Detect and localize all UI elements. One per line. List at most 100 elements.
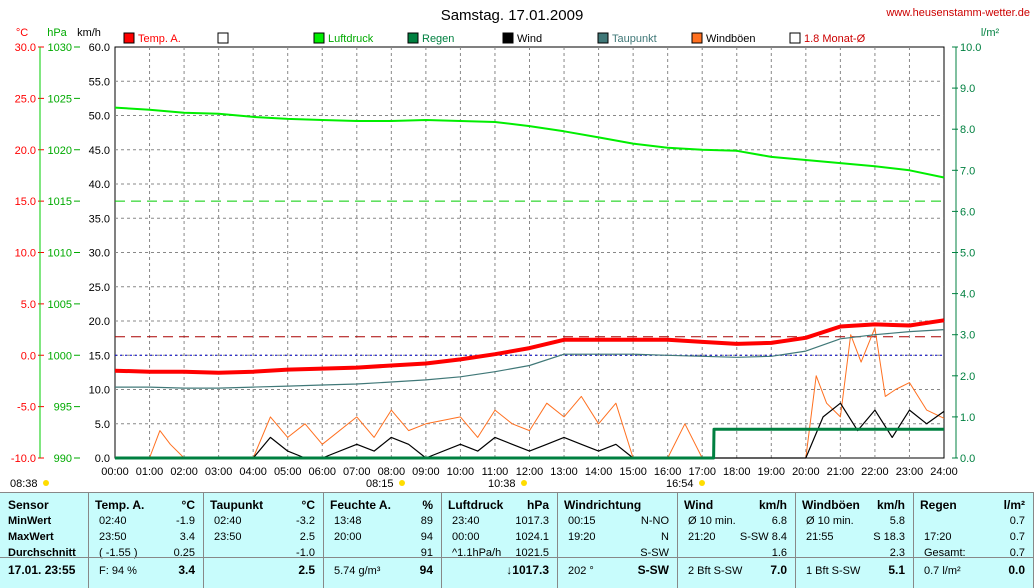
hum-row-value: 94 xyxy=(420,531,433,543)
tick-label-wind: 55.0 xyxy=(89,76,110,88)
tick-label-temp: 30.0 xyxy=(15,42,36,54)
tick-label-pressure: 1030 xyxy=(48,42,72,54)
series-windb-en xyxy=(115,327,945,459)
tick-label-rain: 7.0 xyxy=(960,165,975,177)
tick-label-temp: 15.0 xyxy=(15,196,36,208)
sun-icon xyxy=(43,480,49,486)
tick-label-rain: 10.0 xyxy=(960,42,981,54)
tick-label-rain: 3.0 xyxy=(960,330,975,342)
tick-label-pressure: 995 xyxy=(54,402,72,414)
rain-row-value: 0.7 xyxy=(1009,547,1025,559)
x-tick-label: 10:00 xyxy=(447,466,475,478)
tick-label-wind: 5.0 xyxy=(95,419,110,431)
tick-label-temp: -5.0 xyxy=(17,402,36,414)
x-tick-label: 12:00 xyxy=(516,466,544,478)
x-tick-label: 11:00 xyxy=(482,466,509,478)
temp-unit: °C xyxy=(181,498,195,512)
tick-label-rain: 4.0 xyxy=(960,289,975,301)
gust-row-value: 5.8 xyxy=(889,515,905,527)
legend-label: 1.8 Monat-Ø xyxy=(804,33,866,45)
dew-row-value: 2.5 xyxy=(299,531,315,543)
sun-markers: 08:38 08:15 10:38 16:54 xyxy=(10,478,705,490)
rain-current-value: 0.0 xyxy=(1008,563,1025,577)
x-tick-label: 08:00 xyxy=(378,466,406,478)
row-label-min: MinWert xyxy=(8,515,52,527)
legend-label: Windböen xyxy=(706,33,756,45)
wdir-current-extra: 202 ° xyxy=(568,565,594,577)
legend-label: Temp. A. xyxy=(138,33,181,45)
hum-current-extra: 5.74 g/m³ xyxy=(334,565,381,577)
legend-swatch xyxy=(407,32,419,44)
legend-label: Regen xyxy=(422,33,454,45)
temp-row-time: 23:50 xyxy=(99,531,127,543)
hum-row-time: 13:48 xyxy=(334,515,362,527)
wdir-current-value: S-SW xyxy=(637,563,669,577)
tick-label-temp: 20.0 xyxy=(15,145,36,157)
gust-row-value: S 18.3 xyxy=(873,531,905,543)
x-tick-label: 17:00 xyxy=(688,466,716,478)
tick-label-wind: 45.0 xyxy=(89,145,110,157)
series-wind xyxy=(115,402,945,459)
wdir-column: Windrichtung 00:15 N-NO 19:20 N S-SW 202 ° S-SW xyxy=(558,493,678,588)
wdir-row-value: S-SW xyxy=(640,547,669,559)
wind-row-value: S-SW 8.4 xyxy=(739,531,787,543)
tick-label-wind: 35.0 xyxy=(89,213,110,225)
gust-header: Windböen xyxy=(802,498,860,512)
gust-column: Windböen km/h Ø 10 min. 5.8 21:55 S 18.3 2.3 1 … xyxy=(796,493,914,588)
gust-current-extra: 1 Bft S-SW xyxy=(806,565,861,577)
hum-column: Feuchte A.% 13:48 89 20:00 94 91 5.74 g/m³ 94 xyxy=(324,493,442,588)
temp-column: Temp. A. °C 02:40 -1.9 23:50 3.4 ( -1.55 ) 0.25… xyxy=(89,493,204,588)
hum-current-value: 94 xyxy=(419,563,433,577)
series-taupunkt xyxy=(115,329,945,389)
x-tick-label: 05:00 xyxy=(274,466,302,478)
legend-label: Wind xyxy=(517,33,542,45)
press-row-value: 1024.1 xyxy=(515,531,549,543)
press-row-value: 1021.5 xyxy=(515,547,549,559)
sensor-header: Sensor xyxy=(8,498,49,512)
tick-label-pressure: 1020 xyxy=(48,145,72,157)
temp-row-value: 0.25 xyxy=(173,547,195,559)
dew-current-value: 2.5 xyxy=(298,563,315,577)
rain-header: Regen xyxy=(920,498,957,512)
press-unit: hPa xyxy=(526,498,549,512)
legend-label: Taupunkt xyxy=(612,33,657,45)
tick-label-rain: 6.0 xyxy=(960,206,975,218)
x-tick-label: 18:00 xyxy=(723,466,751,478)
weather-chart: Samstag. 17.01.2009 www.heusenstamm-wett… xyxy=(10,7,1030,490)
tick-label-rain: 9.0 xyxy=(960,83,975,95)
tick-label-wind: 30.0 xyxy=(89,248,110,260)
legend-swatch xyxy=(597,32,609,44)
gust-row-time: 21:55 xyxy=(806,531,834,543)
gust-row-time: Ø 10 min. xyxy=(806,515,854,527)
temp-row-time: 02:40 xyxy=(99,515,127,527)
wdir-row-time: 19:20 xyxy=(568,531,596,543)
x-tick-label: 09:00 xyxy=(412,466,440,478)
wdir-row-time: 00:15 xyxy=(568,515,596,527)
chart-legend: Temp. A. Luftdruck Regen Wind Taupunkt Windbö… xyxy=(123,32,866,45)
temp-unit-label: °C xyxy=(16,27,28,39)
tick-label-temp: 25.0 xyxy=(15,93,36,105)
sun-time-label: 10:38 xyxy=(488,478,516,490)
wdir-row-value: N-NO xyxy=(640,515,669,527)
legend-swatch xyxy=(502,32,514,44)
x-tick-label: 19:00 xyxy=(758,466,786,478)
wind-row-time: 21:20 xyxy=(688,531,716,543)
hum-row-value: 91 xyxy=(420,547,433,559)
tick-label-temp: -10.0 xyxy=(11,453,36,465)
x-tick-label: 04:00 xyxy=(239,466,267,478)
series-regen xyxy=(115,427,944,460)
tick-label-wind: 0.0 xyxy=(95,453,110,465)
row-label-current: 17.01. 23:55 xyxy=(8,563,76,577)
legend-swatch xyxy=(217,32,229,44)
press-row-time: 23:40 xyxy=(452,515,480,527)
temp-row-value: -1.9 xyxy=(176,515,195,527)
wdir-header: Windrichtung xyxy=(564,498,642,512)
rain-row-time: Gesamt: xyxy=(924,547,966,559)
dew-column: Taupunkt °C 02:40 -3.2 23:50 2.5 -1.0 2.5 xyxy=(204,493,324,588)
x-tick-label: 14:00 xyxy=(585,466,613,478)
dew-row-value: -3.2 xyxy=(296,515,315,527)
hum-header: Feuchte A. xyxy=(330,498,391,512)
wind-unit-label: km/h xyxy=(77,27,101,39)
tick-label-wind: 25.0 xyxy=(89,282,110,294)
tick-label-wind: 20.0 xyxy=(89,316,110,328)
